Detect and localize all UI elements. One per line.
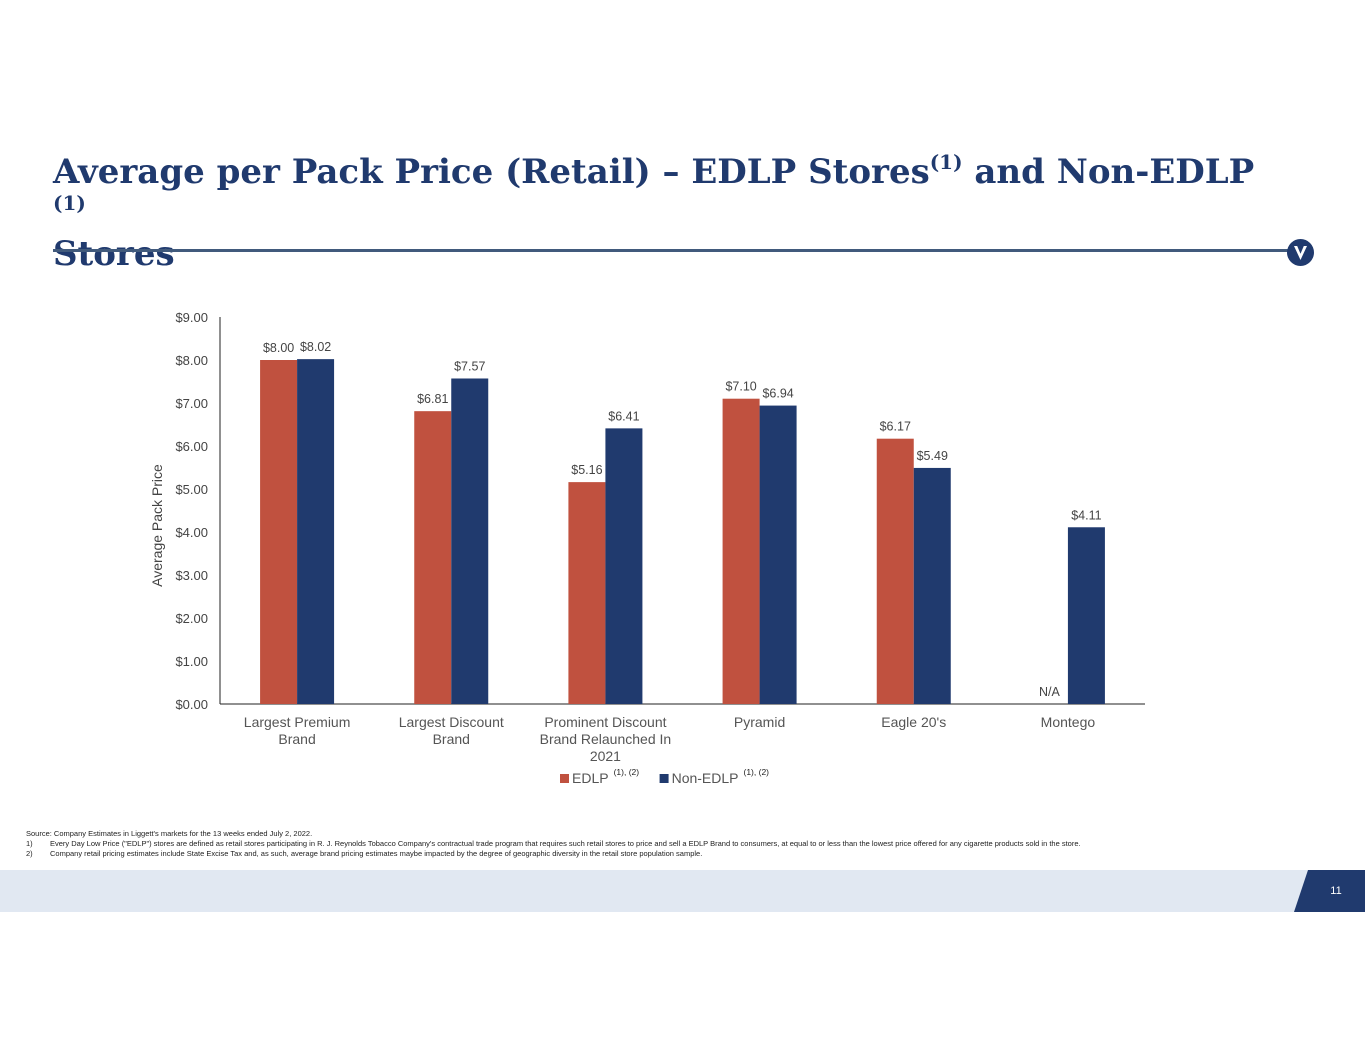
y-tick-label: $1.00 <box>175 654 208 669</box>
title-divider <box>53 249 1293 252</box>
data-label: $6.94 <box>762 387 793 401</box>
slide-title: Average per Pack Price (Retail) – EDLP S… <box>53 152 1293 275</box>
footnote-source: Source: Company Estimates in Liggett's m… <box>26 829 313 838</box>
y-tick-label: $7.00 <box>175 396 208 411</box>
page-number: 11 <box>1330 885 1342 897</box>
bar-non-edlp <box>913 467 951 704</box>
footnote-2: 2) Company retail pricing estimates incl… <box>26 849 1346 859</box>
y-axis-title: Average Pack Price <box>149 464 165 587</box>
legend-footnote-ref: (1), (2) <box>614 767 640 777</box>
x-tick-label: Eagle 20's <box>881 714 946 730</box>
bar-edlp <box>260 360 298 704</box>
bar-non-edlp <box>759 405 797 704</box>
title-text-3: Stores <box>53 234 175 274</box>
bar-non-edlp <box>1067 527 1105 704</box>
x-tick-label: 2021 <box>590 748 621 764</box>
title-text-2: and Non-EDLP <box>962 152 1255 192</box>
y-tick-label: $8.00 <box>175 353 208 368</box>
data-label: $5.49 <box>917 449 948 463</box>
y-tick-label: $0.00 <box>175 697 208 712</box>
title-footnote-ref-1: (1) <box>929 150 963 174</box>
title-text-1: Average per Pack Price (Retail) – EDLP S… <box>53 152 930 192</box>
legend-swatch-edlp <box>560 774 569 783</box>
y-tick-label: $3.00 <box>175 568 208 583</box>
y-tick-label: $5.00 <box>175 482 208 497</box>
bar-edlp <box>876 438 914 704</box>
data-label: $6.17 <box>880 420 911 434</box>
price-bar-chart: $0.00 $1.00 $2.00 $3.00 $4.00 $5.00 $6.00 $7.00… <box>149 310 1145 786</box>
legend-footnote-ref: (1), (2) <box>744 767 770 777</box>
footer-band <box>0 870 1365 912</box>
data-label: $8.00 <box>263 341 294 355</box>
data-label: $6.81 <box>417 392 448 406</box>
y-tick-label: $2.00 <box>175 611 208 626</box>
x-tick-label: Largest Discount <box>399 714 504 730</box>
y-tick-label: $6.00 <box>175 439 208 454</box>
x-tick-label: Brand <box>433 731 470 747</box>
bar-non-edlp <box>451 378 489 704</box>
x-tick-label: Brand Relaunched In <box>540 731 672 747</box>
title-footnote-ref-2: (1) <box>53 191 86 215</box>
x-tick-label: Brand <box>278 731 315 747</box>
footnote-1-text: Every Day Low Price ("EDLP") stores are … <box>50 839 1081 848</box>
footnote-1-number: 1) <box>26 839 33 848</box>
x-tick-label: Pyramid <box>734 714 785 730</box>
data-label: $5.16 <box>571 463 602 477</box>
legend-label-edlp: EDLP <box>572 770 609 786</box>
bar-non-edlp <box>297 359 335 704</box>
x-tick-label: Prominent Discount <box>544 714 666 730</box>
data-label: $7.10 <box>725 380 756 394</box>
legend-label-non-edlp: Non-EDLP <box>672 770 739 786</box>
y-tick-label: $9.00 <box>175 310 208 325</box>
page-number-tab <box>1294 870 1365 912</box>
footnote-2-text: Company retail pricing estimates include… <box>50 849 703 858</box>
bar-non-edlp <box>605 428 643 704</box>
data-label: $8.02 <box>300 340 331 354</box>
company-logo-icon <box>1287 239 1314 266</box>
footnote-2-number: 2) <box>26 849 33 858</box>
data-label: N/A <box>1039 685 1061 699</box>
x-tick-label: Montego <box>1041 714 1096 730</box>
footnote-1: 1) Every Day Low Price ("EDLP") stores a… <box>26 839 1346 849</box>
data-label: $4.11 <box>1071 508 1101 522</box>
legend-swatch-non-edlp <box>659 774 669 783</box>
data-label: $6.41 <box>608 409 639 423</box>
bar-edlp <box>414 411 452 704</box>
data-label: $7.57 <box>454 359 485 373</box>
bar-edlp <box>722 398 760 704</box>
x-tick-label: Largest Premium <box>244 714 351 730</box>
footnotes: Source: Company Estimates in Liggett's m… <box>26 829 1346 859</box>
y-tick-label: $4.00 <box>175 525 208 540</box>
bar-edlp <box>568 482 606 704</box>
